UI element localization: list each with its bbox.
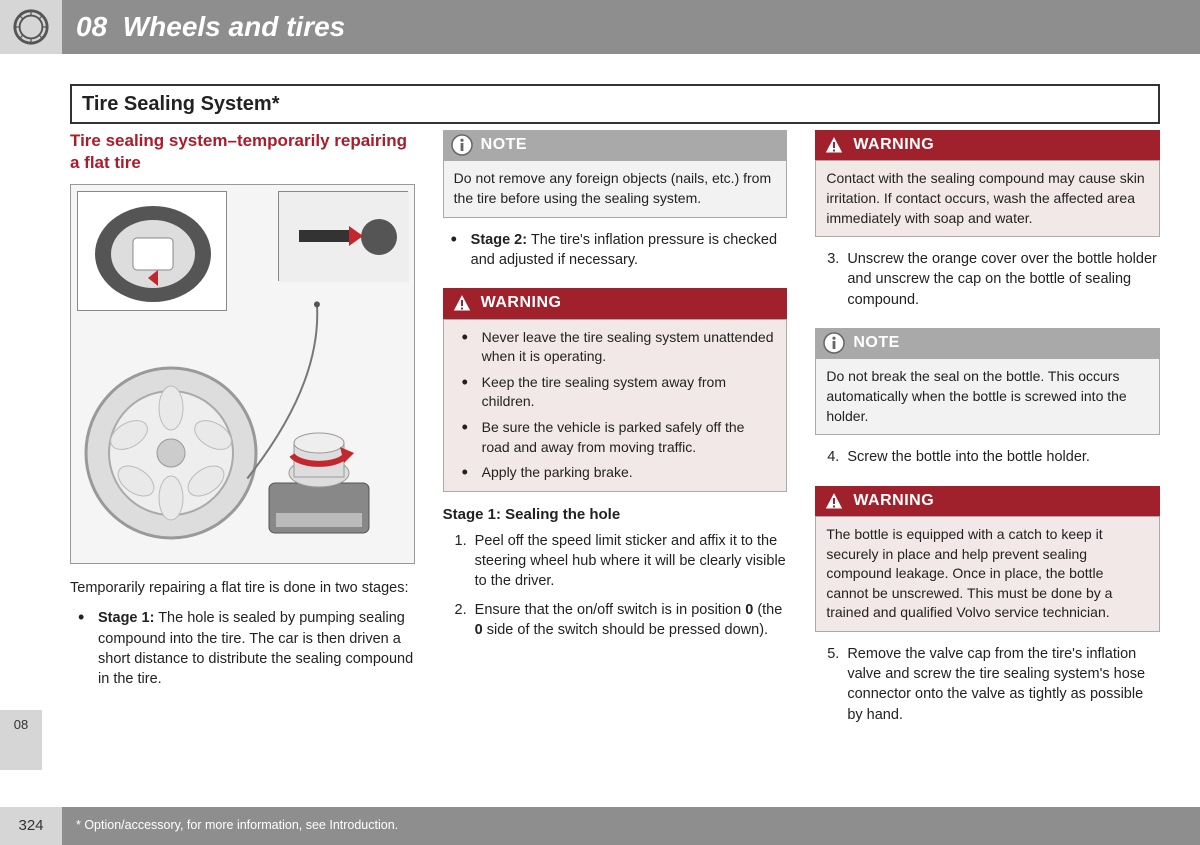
page-number: 324	[0, 807, 62, 845]
warning-item: Apply the parking brake.	[454, 463, 777, 483]
stage2-bullet: Stage 2: The tire's inflation pressure i…	[443, 230, 788, 279]
chapter-title: 08 Wheels and tires	[76, 7, 345, 46]
hose-line	[71, 185, 414, 563]
note-body: Do not break the seal on the bottle. Thi…	[815, 358, 1160, 435]
tire-icon	[12, 8, 50, 46]
note-header: NOTE	[815, 328, 1160, 358]
content-grid: Tire sealing system–temporarily repairin…	[70, 130, 1160, 743]
warning-box-2: WARNING Contact with the sealing compoun…	[815, 130, 1160, 237]
note-header: NOTE	[443, 130, 788, 160]
warning-header: WARNING	[443, 288, 788, 318]
warning-item: Be sure the vehicle is parked safely off…	[454, 418, 777, 457]
stage1-item: Stage 1: The hole is sealed by pumping s…	[70, 608, 415, 689]
page-footer: 324 * Option/accessory, for more informa…	[0, 807, 1200, 845]
column-1: Tire sealing system–temporarily repairin…	[70, 130, 415, 743]
column-2: NOTE Do not remove any foreign objects (…	[443, 130, 788, 743]
note-box-2: NOTE Do not break the seal on the bottle…	[815, 328, 1160, 435]
step-3: Unscrew the orange cover over the bottle…	[843, 249, 1160, 310]
step-4: Screw the bottle into the bottle holder.	[843, 447, 1160, 467]
step-2: Ensure that the on/off switch is in posi…	[471, 600, 788, 641]
section-title: Tire Sealing System*	[70, 84, 1160, 124]
warning-item: Never leave the tire sealing system unat…	[454, 328, 777, 367]
warning-box-3: WARNING The bottle is equipped with a ca…	[815, 486, 1160, 632]
chapter-side-tab: 08	[0, 710, 42, 770]
warning-label: WARNING	[853, 134, 934, 156]
warning-icon	[823, 134, 845, 156]
chapter-icon-box	[0, 0, 62, 54]
stage1-bullet: Stage 1: The hole is sealed by pumping s…	[70, 608, 415, 697]
stage1-heading: Stage 1: Sealing the hole	[443, 504, 788, 525]
note-box-1: NOTE Do not remove any foreign objects (…	[443, 130, 788, 218]
step-5-list: Remove the valve cap from the tire's inf…	[815, 644, 1160, 733]
warning-icon	[451, 292, 473, 314]
warning-list: Never leave the tire sealing system unat…	[454, 328, 777, 483]
info-icon	[823, 332, 845, 354]
column-3: WARNING Contact with the sealing compoun…	[815, 130, 1160, 743]
note-label: NOTE	[481, 134, 527, 156]
warning-item: Keep the tire sealing system away from c…	[454, 373, 777, 412]
warning-icon	[823, 490, 845, 512]
warning-box-1: WARNING Never leave the tire sealing sys…	[443, 288, 788, 492]
note-label: NOTE	[853, 332, 899, 354]
illustration	[70, 184, 415, 564]
note-body: Do not remove any foreign objects (nails…	[443, 160, 788, 217]
step-4-list: Screw the bottle into the bottle holder.	[815, 447, 1160, 475]
warning-body: Never leave the tire sealing system unat…	[443, 319, 788, 492]
info-icon	[451, 134, 473, 156]
manual-page: 08 Wheels and tires Tire Sealing System*…	[0, 0, 1200, 845]
warning-body: The bottle is equipped with a catch to k…	[815, 516, 1160, 632]
step-3-list: Unscrew the orange cover over the bottle…	[815, 249, 1160, 318]
warning-label: WARNING	[481, 292, 562, 314]
step-5: Remove the valve cap from the tire's inf…	[843, 644, 1160, 725]
step-1: Peel off the speed limit sticker and aff…	[471, 531, 788, 592]
stage1-steps: Peel off the speed limit sticker and aff…	[443, 531, 788, 648]
subsection-title: Tire sealing system–temporarily repairin…	[70, 130, 415, 174]
intro-text: Temporarily repairing a flat tire is don…	[70, 578, 415, 598]
warning-body: Contact with the sealing compound may ca…	[815, 160, 1160, 237]
chapter-header: 08 Wheels and tires	[0, 0, 1200, 54]
warning-label: WARNING	[853, 490, 934, 512]
footnote: * Option/accessory, for more information…	[76, 817, 398, 835]
warning-header: WARNING	[815, 486, 1160, 516]
stage2-item: Stage 2: The tire's inflation pressure i…	[443, 230, 788, 271]
warning-header: WARNING	[815, 130, 1160, 160]
